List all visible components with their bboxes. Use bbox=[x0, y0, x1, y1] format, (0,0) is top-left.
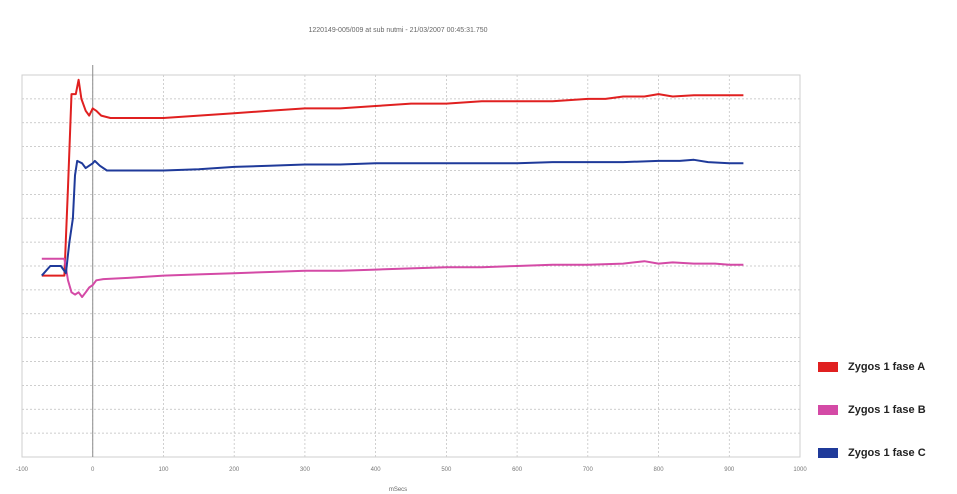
x-axis-label: mSecs bbox=[389, 487, 407, 493]
legend-item-fase-a: Zygos 1 fase A bbox=[818, 358, 953, 401]
legend-swatch-fase-a bbox=[818, 362, 838, 372]
legend-label-fase-b: Zygos 1 fase B bbox=[848, 404, 926, 416]
grid bbox=[21, 74, 801, 458]
series-group bbox=[41, 78, 744, 298]
legend-swatch-fase-b bbox=[818, 405, 838, 415]
series-line-b bbox=[41, 257, 744, 298]
x-tick-label-0: -100 bbox=[16, 467, 29, 473]
legend-label-fase-c: Zygos 1 fase C bbox=[848, 447, 926, 459]
tick-labels: -100 0 100 200 300 400 500 600 700 800 900 1000 bbox=[16, 467, 807, 473]
legend-label-fase-a: Zygos 1 fase A bbox=[848, 361, 926, 373]
x-tick-label-11: 1000 bbox=[793, 467, 807, 473]
x-tick-label-10: 900 bbox=[724, 467, 735, 473]
x-tick-label-3: 200 bbox=[229, 467, 240, 473]
chart-title: 1220149-005/009 at sub nutmi - 21/03/200… bbox=[308, 27, 487, 34]
x-tick-label-9: 800 bbox=[654, 467, 665, 473]
x-tick-label-5: 400 bbox=[371, 467, 382, 473]
series-line-a bbox=[41, 78, 744, 277]
x-tick-label-7: 600 bbox=[512, 467, 523, 473]
legend: Zygos 1 fase A Zygos 1 fase B Zygos 1 fa… bbox=[818, 358, 953, 487]
x-tick-label-6: 500 bbox=[441, 467, 452, 473]
x-tick-label-8: 700 bbox=[583, 467, 594, 473]
legend-item-fase-c: Zygos 1 fase C bbox=[818, 444, 953, 487]
legend-item-fase-b: Zygos 1 fase B bbox=[818, 401, 953, 444]
series-line-c bbox=[41, 158, 744, 277]
legend-swatch-fase-c bbox=[818, 448, 838, 458]
x-tick-label-2: 100 bbox=[158, 467, 169, 473]
x-tick-label-1: 0 bbox=[91, 467, 95, 473]
x-tick-label-4: 300 bbox=[300, 467, 311, 473]
plot-frame bbox=[21, 74, 801, 458]
